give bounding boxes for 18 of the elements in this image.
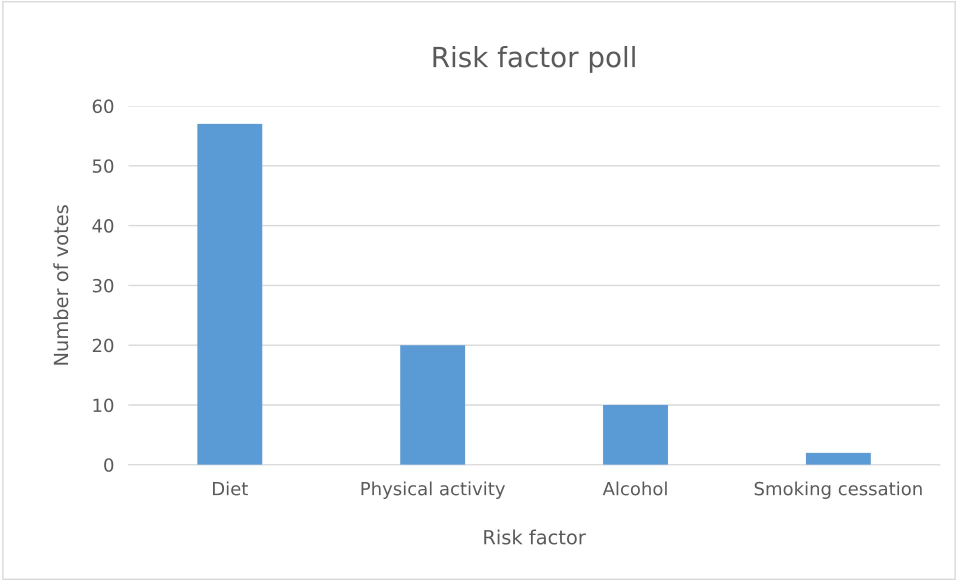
x-tick-label: Alcohol xyxy=(602,481,667,496)
bar xyxy=(197,124,262,465)
y-tick-label: 30 xyxy=(92,278,114,293)
bar xyxy=(603,404,668,465)
x-tick-label: Diet xyxy=(213,481,248,496)
y-axis-title: Number of votes xyxy=(53,205,68,365)
bar xyxy=(400,345,466,465)
y-tick-label: 20 xyxy=(92,338,114,352)
y-tick-label: 10 xyxy=(93,398,114,412)
y-tick-label: 60 xyxy=(92,99,114,114)
x-tick-label: Smoking cessation xyxy=(754,481,922,499)
y-tick-label: 50 xyxy=(92,159,114,173)
y-tick-label: 40 xyxy=(92,219,114,233)
x-tick-label: Physical activity xyxy=(362,481,505,499)
bar xyxy=(806,452,871,465)
chart-title: Risk factor poll xyxy=(433,46,635,73)
y-tick-label: 0 xyxy=(104,458,114,472)
x-axis-title: Risk factor xyxy=(484,529,586,545)
